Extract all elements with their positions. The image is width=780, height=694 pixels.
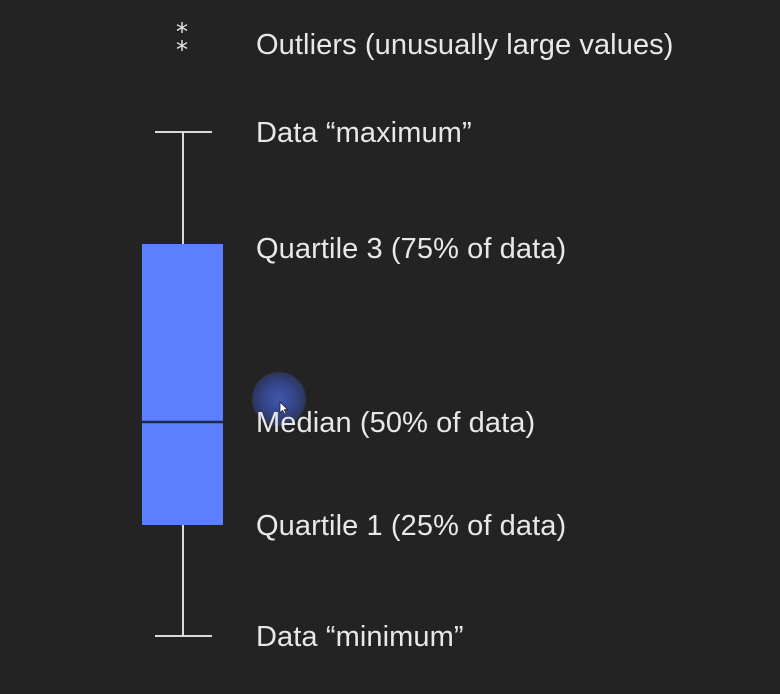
interquartile-box xyxy=(142,244,223,525)
median-label: Median (50% of data) xyxy=(256,407,536,439)
maximum-label: Data “maximum” xyxy=(256,117,472,149)
mouse-pointer-icon xyxy=(279,401,289,415)
outlier-marker: * xyxy=(176,18,188,46)
outliers-label: Outliers (unusually large values) xyxy=(256,29,674,61)
cursor-highlight xyxy=(252,372,306,426)
quartile3-label: Quartile 3 (75% of data) xyxy=(256,233,567,265)
quartile1-label: Quartile 1 (25% of data) xyxy=(256,510,567,542)
minimum-label: Data “minimum” xyxy=(256,621,464,653)
outlier-marker: * xyxy=(176,36,188,64)
